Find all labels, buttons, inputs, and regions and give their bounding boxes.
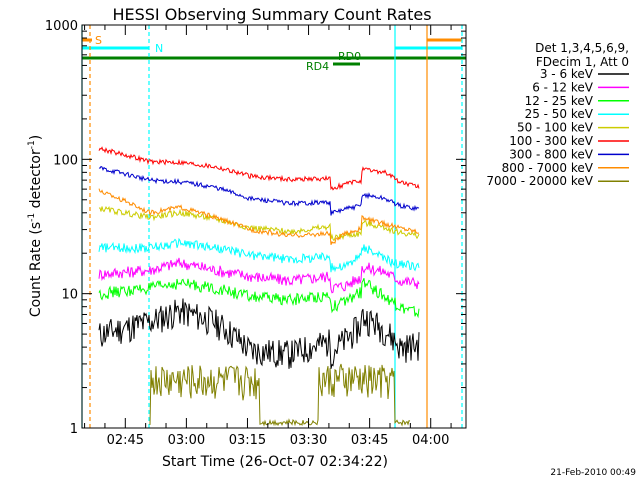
legend-entry-label-8: 7000 - 20000 keV [486,174,593,188]
x-tick-label-4: 03:45 [351,433,388,448]
y-axis-label: Count Rate (s-1 detector-1) [27,135,44,317]
rd4-flag-label: RD4 [306,60,329,73]
y-tick-label-1: 10 [61,288,78,303]
saa-flag-label: S [95,34,102,47]
x-tick-label-5: 04:00 [412,433,449,448]
x-tick-label-1: 03:00 [168,433,205,448]
series-group [98,146,420,427]
y-axis-label-mid: detector [28,149,44,213]
y-tick-label-2: 100 [53,153,78,168]
plot-frame [81,24,467,429]
x-tick-label-3: 03:30 [290,433,327,448]
series-line-0 [98,298,420,369]
y-axis-label-sup1: -1 [27,213,37,222]
y-axis-label-main: Count Rate (s [28,222,44,317]
night-flag-label: N [155,42,163,55]
y-tick-label-3: 1000 [45,19,78,34]
legend-header-line-1: Det 1,3,4,5,6,9, [535,41,629,55]
series-line-3 [98,237,420,273]
series-line-2 [98,278,420,319]
legend: Det 1,3,4,5,6,9, FDecim 1, Att 0 3 - 6 k… [486,41,629,188]
axis-ticks: 02:45 03:00 03:15 03:30 03:45 04:00 1 10 100 1000 [45,19,466,448]
legend-entry-label-0: 3 - 6 keV [540,67,594,81]
legend-entry-label-7: 800 - 7000 keV [502,161,594,175]
x-tick-label-2: 03:15 [229,433,266,448]
legend-entry-label-1: 6 - 12 keV [532,80,594,94]
y-axis-label-close: ) [28,135,44,140]
legend-entry-label-4: 50 - 100 keV [517,121,594,135]
rd0-flag-label: RD0 [338,50,361,63]
series-line-1 [98,257,420,294]
legend-entry-label-6: 300 - 800 keV [509,147,593,161]
series-line-5 [98,146,420,191]
legend-entry-label-5: 100 - 300 keV [509,134,593,148]
series-line-6 [98,165,420,216]
x-tick-label-0: 02:45 [107,433,144,448]
flag-bars: S N RD0 RD4 [82,34,466,73]
series-line-7 [98,188,420,245]
series-line-8 [149,363,411,427]
legend-header-line-2: FDecim 1, Att 0 [536,55,629,69]
x-axis-label: Start Time (26-Oct-07 02:34:22) [162,454,388,470]
timestamp: 21-Feb-2010 00:49 [550,468,636,478]
boundary-lines [81,25,463,428]
legend-entry-label-3: 25 - 50 keV [525,107,594,121]
y-axis-label-sup2: -1 [27,140,37,149]
y-tick-label-0: 1 [70,422,78,437]
chart-title: HESSI Observing Summary Count Rates [112,5,431,24]
series-line-4 [98,205,420,242]
legend-entry-label-2: 12 - 25 keV [525,94,594,108]
